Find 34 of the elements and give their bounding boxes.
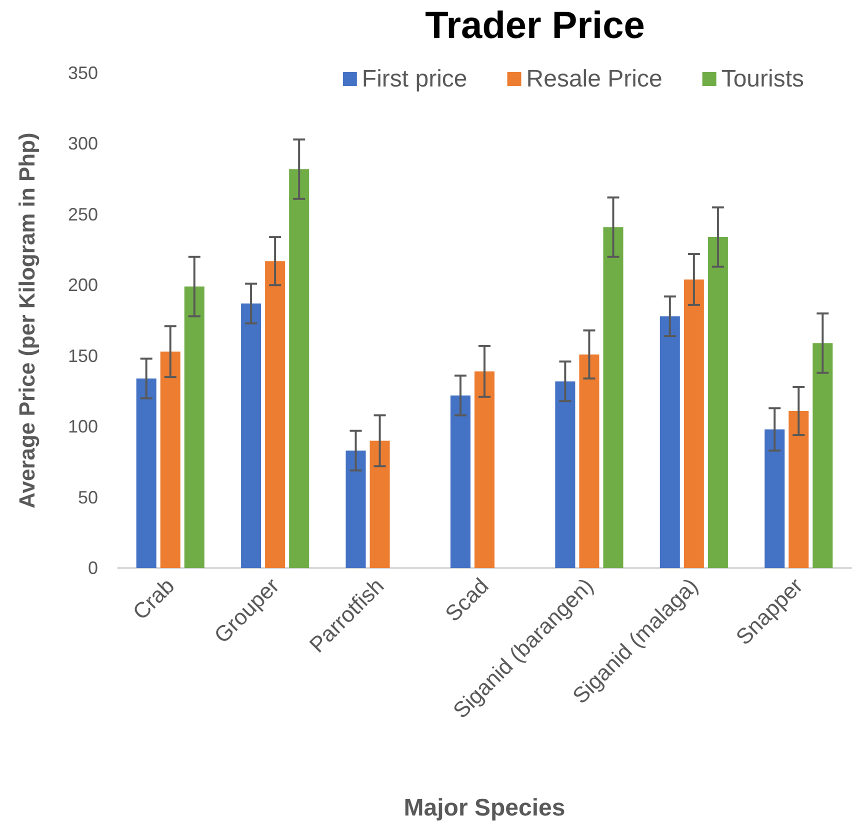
y-tick-label: 150 bbox=[68, 346, 98, 366]
bar bbox=[450, 395, 470, 568]
bar bbox=[764, 429, 785, 568]
y-tick-label: 0 bbox=[88, 558, 98, 578]
y-tick-label: 250 bbox=[68, 204, 98, 224]
x-axis-title: Major Species bbox=[404, 794, 566, 822]
bar bbox=[660, 316, 680, 568]
y-tick-label: 300 bbox=[68, 134, 98, 154]
bar bbox=[708, 237, 728, 568]
bar bbox=[370, 440, 390, 568]
bar bbox=[603, 227, 624, 568]
bar bbox=[346, 450, 366, 568]
bar bbox=[184, 286, 204, 568]
bar bbox=[812, 343, 833, 568]
bar bbox=[474, 371, 495, 568]
legend-label: Resale Price bbox=[526, 66, 662, 92]
y-tick-label: 100 bbox=[68, 416, 98, 437]
chart-title: Trader Price bbox=[425, 5, 645, 47]
bar bbox=[788, 411, 809, 568]
legend-label: Tourists bbox=[721, 66, 804, 92]
bar bbox=[684, 279, 704, 568]
bar bbox=[136, 378, 156, 568]
y-tick-label: 200 bbox=[68, 275, 98, 296]
bar bbox=[289, 169, 310, 568]
bar bbox=[160, 352, 180, 568]
x-tick-label: Crab bbox=[128, 573, 180, 625]
bar bbox=[579, 354, 600, 568]
y-tick-label: 350 bbox=[68, 63, 98, 83]
bar bbox=[265, 261, 286, 568]
y-tick-label: 50 bbox=[78, 487, 98, 508]
legend-label: First price bbox=[362, 66, 468, 92]
y-axis-title: Average Price (per Kilogram in Php) bbox=[14, 132, 40, 508]
bar bbox=[241, 304, 262, 568]
bar bbox=[555, 381, 576, 568]
